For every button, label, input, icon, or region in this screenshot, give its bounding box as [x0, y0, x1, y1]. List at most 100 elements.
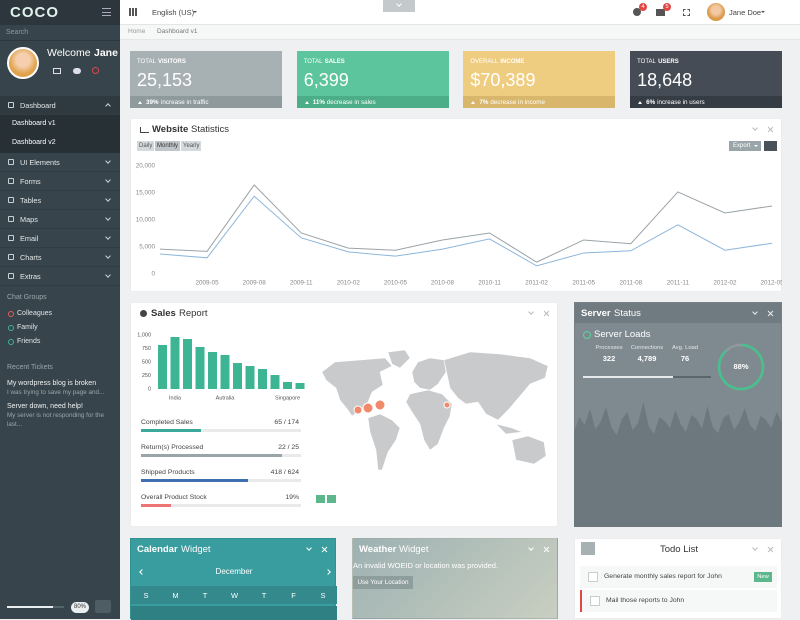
stat-label-strong: SALES: [324, 59, 345, 65]
group-name[interactable]: Colleagues: [17, 310, 53, 317]
user-name[interactable]: Jane Doe: [729, 8, 762, 17]
add-todo[interactable]: [581, 542, 595, 555]
crumb[interactable]: Home: [128, 28, 146, 35]
panel-title-strong: Server: [581, 308, 611, 319]
ticket-title[interactable]: Server down, need help!: [7, 403, 83, 410]
stat-card: TOTAL VISITORS 25,153 39% increase in traffi…: [130, 51, 282, 108]
search[interactable]: Search: [6, 29, 29, 36]
todo-item[interactable]: Mail those reports to John: [580, 590, 777, 612]
x-tick-label: 2012-05: [760, 280, 782, 287]
panel-title: Statistics: [191, 124, 230, 135]
metric-value: 4,789: [637, 354, 657, 363]
y-tick-label: 15,000: [136, 190, 156, 197]
language[interactable]: English (US): [152, 8, 195, 17]
nav-chevron: [105, 234, 111, 240]
group-name[interactable]: Friends: [17, 338, 41, 345]
arrow: [638, 99, 643, 104]
nav-icon: [8, 178, 14, 184]
power-icon[interactable]: [92, 67, 99, 74]
group-name[interactable]: Family: [17, 324, 38, 331]
stat-value: 25,153: [137, 70, 193, 90]
ticket-title[interactable]: My wordpress blog is broken: [7, 380, 97, 387]
fullscreen-icon[interactable]: [683, 9, 690, 16]
todo-item[interactable]: Generate monthly sales report for John Ne…: [580, 566, 777, 588]
checkbox[interactable]: [590, 596, 600, 606]
y-tick-label: 0: [151, 271, 155, 278]
stat-value: $70,389: [470, 70, 536, 90]
todo-title: Todo List: [659, 544, 699, 555]
nav-item[interactable]: Tables: [0, 191, 120, 210]
nav-sublabel: Dashboard v1: [12, 120, 56, 127]
tray-button[interactable]: [95, 600, 111, 613]
y-tick-label: 0: [148, 386, 151, 392]
close[interactable]: [543, 546, 550, 553]
zoom-in[interactable]: [316, 495, 325, 503]
nav-item[interactable]: Extras: [0, 267, 120, 286]
nav-item[interactable]: Dashboard: [0, 96, 120, 115]
range-button[interactable]: Daily: [137, 141, 155, 151]
close[interactable]: [767, 546, 774, 553]
panel: Sales Report Completed Sales 65 / 174 Return…: [130, 302, 558, 527]
settings-button[interactable]: [764, 141, 777, 151]
map-region: [387, 349, 411, 369]
separator: [0, 40, 120, 41]
panel: Weather Widget An invalid WOEID or locatio…: [352, 538, 558, 619]
x-tick-label: Autralia: [216, 395, 236, 401]
series-line: [159, 195, 773, 267]
nav-item[interactable]: Charts: [0, 248, 120, 267]
stat-footer: 6% increase in users: [630, 96, 783, 108]
panel-header: [575, 303, 781, 323]
nav-subitem[interactable]: Dashboard v1: [0, 115, 120, 134]
y-tick-label: 750: [142, 346, 151, 352]
weekday: T: [261, 591, 267, 600]
nav-chevron: [105, 272, 111, 278]
panel-title: Status: [614, 308, 641, 319]
range-button[interactable]: Yearly: [181, 141, 202, 151]
weekday: S: [143, 591, 149, 600]
todo-text: Generate monthly sales report for John: [604, 573, 722, 580]
nav-icon: [8, 254, 14, 260]
nav-item[interactable]: Email: [0, 229, 120, 248]
nav-icon: [8, 235, 14, 241]
map-region: [511, 435, 547, 465]
notify-icon[interactable]: [633, 8, 641, 16]
chat-icon[interactable]: [73, 68, 81, 74]
nav-item[interactable]: Maps: [0, 210, 120, 229]
stat-value: 6,399: [303, 70, 349, 90]
stats-icon: [140, 127, 149, 133]
close[interactable]: [321, 546, 328, 553]
panel-title-strong: Sales: [151, 308, 176, 319]
mail-icon[interactable]: [53, 68, 61, 74]
bar: [183, 338, 192, 389]
stat-card: OVERALL INCOME $70,389 7% decrease in income: [463, 51, 616, 108]
bar: [258, 369, 267, 389]
progress-name: Overall Product Stock: [141, 494, 207, 501]
stat-change: 11%: [312, 98, 325, 106]
mail-icon[interactable]: [656, 9, 665, 16]
collapse[interactable]: [528, 545, 534, 551]
panel: Calendar Widget December S M T W T F S: [130, 538, 337, 620]
apps-icon[interactable]: [129, 8, 137, 16]
month: December: [215, 567, 253, 576]
load-bar: [583, 376, 673, 378]
collapse-tab[interactable]: [383, 0, 415, 12]
progress-track: [141, 504, 301, 507]
bar: [220, 354, 230, 389]
zoom-out[interactable]: [327, 495, 336, 503]
collapse[interactable]: [306, 545, 312, 551]
welcome-user: Jane: [94, 47, 118, 59]
export-button[interactable]: Export: [729, 141, 761, 151]
nav-item[interactable]: UI Elements: [0, 153, 120, 172]
nav-label: UI Elements: [20, 158, 60, 167]
avatar[interactable]: [707, 3, 725, 21]
menu-toggle[interactable]: [102, 8, 111, 16]
x-tick-label: 2009-08: [243, 280, 267, 287]
x-tick-label: 2010-08: [431, 280, 455, 287]
nav-subitem[interactable]: Dashboard v2: [0, 134, 120, 153]
location-button[interactable]: Use Your Location: [353, 576, 413, 589]
panel: Server Status Server Loads Processes 322 Conn…: [574, 302, 782, 527]
nav-item[interactable]: Forms: [0, 172, 120, 191]
metric-label: Connections: [630, 345, 664, 351]
checkbox[interactable]: [588, 572, 598, 582]
range-button[interactable]: Monthly: [155, 141, 181, 151]
